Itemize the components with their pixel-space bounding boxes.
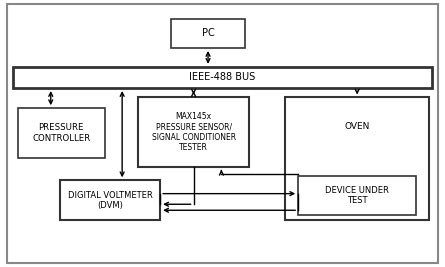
Bar bbox=[138, 97, 249, 167]
Bar bbox=[60, 180, 160, 220]
Bar bbox=[285, 97, 429, 220]
Text: MAX145x
PRESSURE SENSOR/
SIGNAL CONDITIONER
TESTER: MAX145x PRESSURE SENSOR/ SIGNAL CONDITIO… bbox=[151, 112, 236, 152]
Text: PRESSURE
CONTROLLER: PRESSURE CONTROLLER bbox=[32, 123, 90, 143]
Text: OVEN: OVEN bbox=[344, 122, 370, 131]
Bar bbox=[13, 67, 432, 88]
Text: DEVICE UNDER
TEST: DEVICE UNDER TEST bbox=[325, 186, 389, 205]
Bar bbox=[18, 108, 105, 158]
Bar bbox=[298, 176, 416, 215]
Bar bbox=[171, 19, 245, 48]
Text: IEEE-488 BUS: IEEE-488 BUS bbox=[190, 72, 255, 83]
Text: PC: PC bbox=[202, 28, 214, 38]
Text: DIGITAL VOLTMETER
(DVM): DIGITAL VOLTMETER (DVM) bbox=[68, 191, 153, 210]
